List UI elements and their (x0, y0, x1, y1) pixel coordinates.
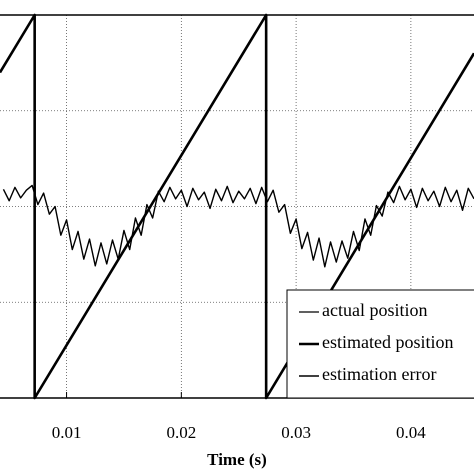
legend-label: estimation error (322, 364, 436, 384)
x-axis-label: Time (s) (207, 450, 267, 469)
series-line (2, 184, 474, 268)
x-tick-label: 0.03 (281, 423, 311, 442)
x-tick-label: 0.01 (52, 423, 82, 442)
x-tick-label: 0.02 (166, 423, 196, 442)
legend-label: estimated position (322, 332, 453, 352)
legend-label: actual position (322, 300, 427, 320)
x-tick-label: 0.04 (396, 423, 426, 442)
